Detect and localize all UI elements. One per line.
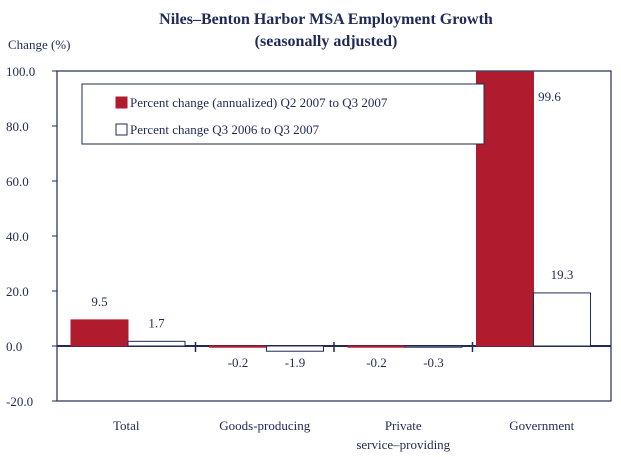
y-tick-label: 60.0 [6,174,29,189]
y-axis-label: Change (%) [8,37,70,52]
data-label-series2-1: -1.9 [285,355,306,370]
y-tick-label: 0.0 [6,339,22,354]
data-label-series2-3: 19.3 [551,267,574,282]
data-label-series1-0: 9.5 [91,294,107,309]
bar-series2-1 [266,345,324,352]
data-label-series1-2: -0.2 [366,355,387,370]
plot-area: 100.0 80.0 60.0 40.0 20.0 0.0 -20.0 9.5 1.7 Total… [6,64,612,452]
legend: Percent change (annualized) Q2 2007 to Q… [81,83,485,145]
x-tick-label-1: Goods-producing [219,418,310,433]
data-label-series2-2: -0.3 [423,355,444,370]
legend-label-1: Percent change (annualized) Q2 2007 to Q… [130,95,388,110]
bar-series2-0 [127,340,186,347]
y-tick-label: 40.0 [6,229,29,244]
chart-subtitle: (seasonally adjusted) [255,33,398,50]
data-label-series2-0: 1.7 [148,315,165,330]
y-tick-label: 100.0 [6,64,35,79]
legend-swatch-2 [115,123,128,136]
bar-series1-3 [476,71,534,347]
bar-series1-0 [70,319,129,347]
legend-label-2: Percent change Q3 2006 to Q3 2007 [130,122,320,137]
x-tick-label-3: Government [509,418,574,433]
x-tick-label-2: service–providing [356,437,450,452]
bar-series2-3 [533,292,591,347]
chart-title: Niles–Benton Harbor MSA Employment Growt… [159,11,493,28]
x-tick-label-2: Private [385,418,422,433]
y-tick-label: 20.0 [6,284,29,299]
bar-series1-2 [347,345,406,348]
y-tick-label: 80.0 [6,119,29,134]
data-label-series1-1: -0.2 [228,355,249,370]
x-tick-label-0: Total [113,418,140,433]
bar-series1-1 [209,345,267,348]
data-label-series1-3: 99.6 [538,89,561,104]
legend-swatch-1 [115,96,128,109]
y-tick-label: -20.0 [6,394,33,409]
legend-box [81,83,485,145]
bar-series2-2 [404,345,463,348]
